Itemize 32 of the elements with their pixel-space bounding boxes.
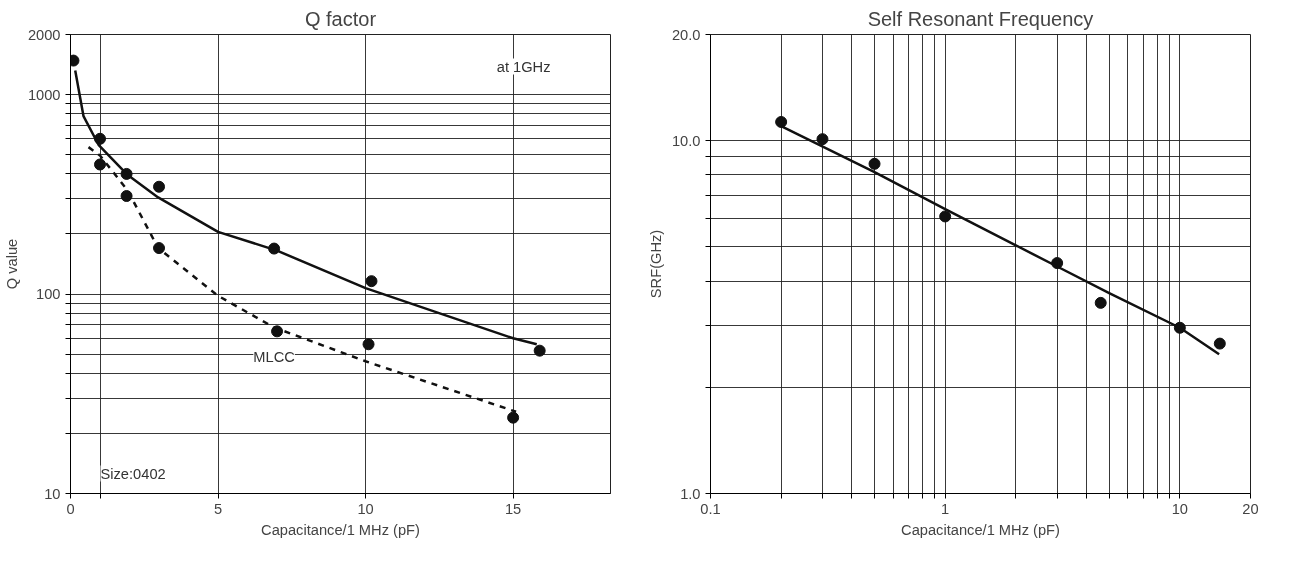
- x-tick-label: 15: [504, 500, 522, 517]
- x-axis-title: Capacitance/1 MHz (pF): [261, 521, 420, 538]
- x-axis-title: Capacitance/1 MHz (pF): [901, 521, 1060, 538]
- chart-title: Q factor: [304, 7, 377, 30]
- point: [533, 344, 546, 357]
- y-tick-label: 1.0: [680, 485, 701, 502]
- y-tick-label: 10: [44, 485, 61, 502]
- point: [362, 338, 375, 351]
- y-tick-label: 100: [36, 286, 61, 303]
- y-tick-label: 2000: [27, 26, 61, 43]
- series-label: MLCC: [253, 349, 296, 366]
- y-axis-title: SRF(GHz): [647, 229, 664, 299]
- chart-title: Self Resonant Frequency: [867, 7, 1094, 30]
- point: [153, 180, 166, 193]
- point: [271, 325, 284, 338]
- y-tick-label: 1000: [27, 86, 61, 103]
- point: [94, 158, 107, 171]
- point: [507, 411, 520, 424]
- x-tick-label: 5: [213, 500, 223, 517]
- point: [153, 242, 166, 255]
- x-tick-label: 1: [941, 500, 950, 517]
- point: [365, 275, 378, 288]
- y-axis-title: Q value: [3, 238, 20, 290]
- annotation: Size:0402: [100, 465, 166, 482]
- x-tick-label: 20: [1242, 500, 1259, 517]
- x-tick-label: 0: [66, 500, 75, 517]
- x-tick-label: 10: [357, 500, 374, 517]
- y-tick-label: 10.0: [671, 132, 701, 149]
- x-tick-label: 0.1: [700, 500, 721, 517]
- y-tick-label: 20.0: [671, 26, 701, 43]
- x-tick-label: 10: [1171, 500, 1189, 517]
- annotation: at 1GHz: [496, 58, 551, 75]
